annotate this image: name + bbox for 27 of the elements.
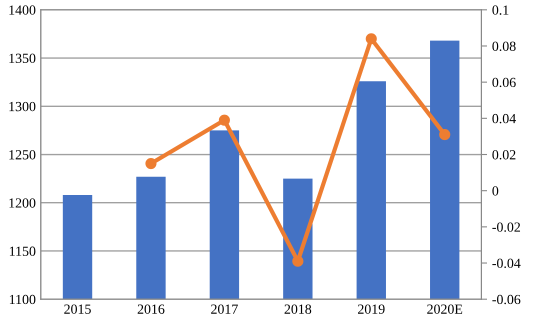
y-tick-label: 1300 (9, 102, 36, 112)
y2-tick-label: 0.08 (492, 42, 516, 51)
x-tick-label: 2018 (284, 304, 312, 314)
y2-tick-label: -0.02 (492, 222, 520, 232)
x-tick-label: 2017 (211, 304, 238, 314)
point (145, 158, 157, 170)
y-tick-label: 1350 (9, 54, 36, 63)
y2-tick-label: 0 (492, 186, 498, 196)
point (439, 129, 450, 140)
y-tick-label: 1400 (9, 5, 36, 15)
y2-tick-label: 0.02 (492, 150, 516, 160)
x-tick-label: 2020E (427, 304, 462, 314)
y-tick-label: 1150 (10, 246, 36, 256)
y2-tick-label: 0.1 (492, 5, 508, 15)
x-tick-label: 2019 (358, 304, 385, 314)
y-tick-label: 1200 (9, 198, 36, 208)
y-tick-label: 1250 (9, 150, 36, 160)
point (218, 114, 230, 126)
point (366, 33, 377, 44)
y2-tick-label: -0.06 (492, 294, 520, 304)
y2-tick-label: 0.04 (492, 114, 516, 124)
x-tick-label: 2016 (138, 304, 164, 314)
y-tick-label: 1100 (10, 294, 36, 304)
point (292, 256, 304, 267)
y2-tick-label: 0.06 (492, 78, 516, 88)
y2-tick-label: -0.04 (492, 258, 521, 268)
x-tick-label: 2015 (64, 304, 91, 314)
